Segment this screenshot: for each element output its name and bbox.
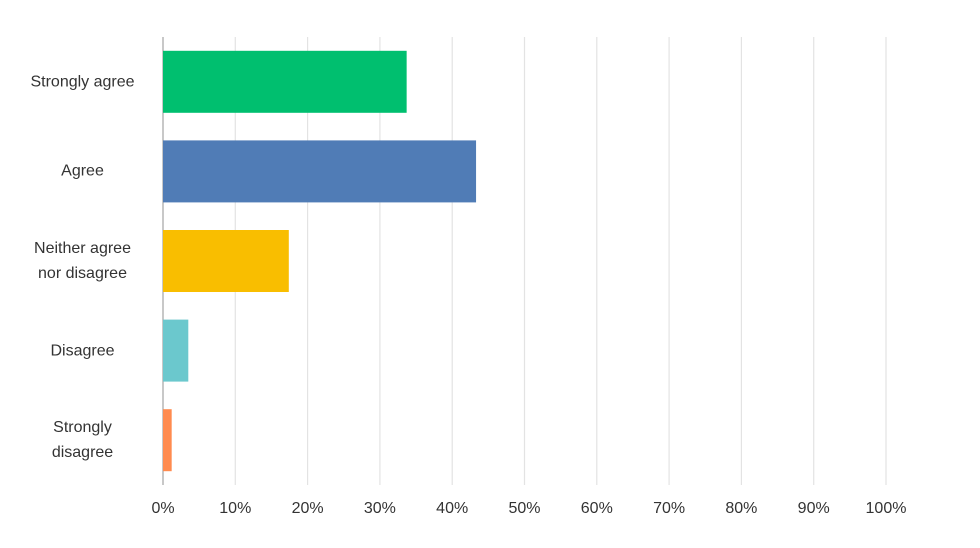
x-tick-label: 70% [653,500,685,517]
x-tick-label: 80% [725,500,757,517]
bar [163,409,172,472]
y-tick-label: Agree [61,162,104,180]
x-tick-label: 50% [508,500,540,517]
x-tick-label: 10% [219,500,251,517]
x-tick-label: 40% [436,500,468,517]
x-tick-label: 0% [151,500,174,517]
bar [163,50,407,113]
bar [163,319,189,382]
x-tick-label: 100% [866,500,907,517]
x-tick-label: 20% [292,500,324,517]
bar [163,230,289,292]
y-tick-label: Strongly disagree [51,419,114,462]
x-tick-label: 30% [364,500,396,517]
y-tick-label: Disagree [50,342,115,360]
x-tick-label: 90% [798,500,830,517]
x-tick-label: 60% [581,500,613,517]
y-tick-label: Neither agree nor disagree [34,240,131,282]
y-tick-label: Strongly agree [30,73,135,91]
bar [163,140,477,203]
